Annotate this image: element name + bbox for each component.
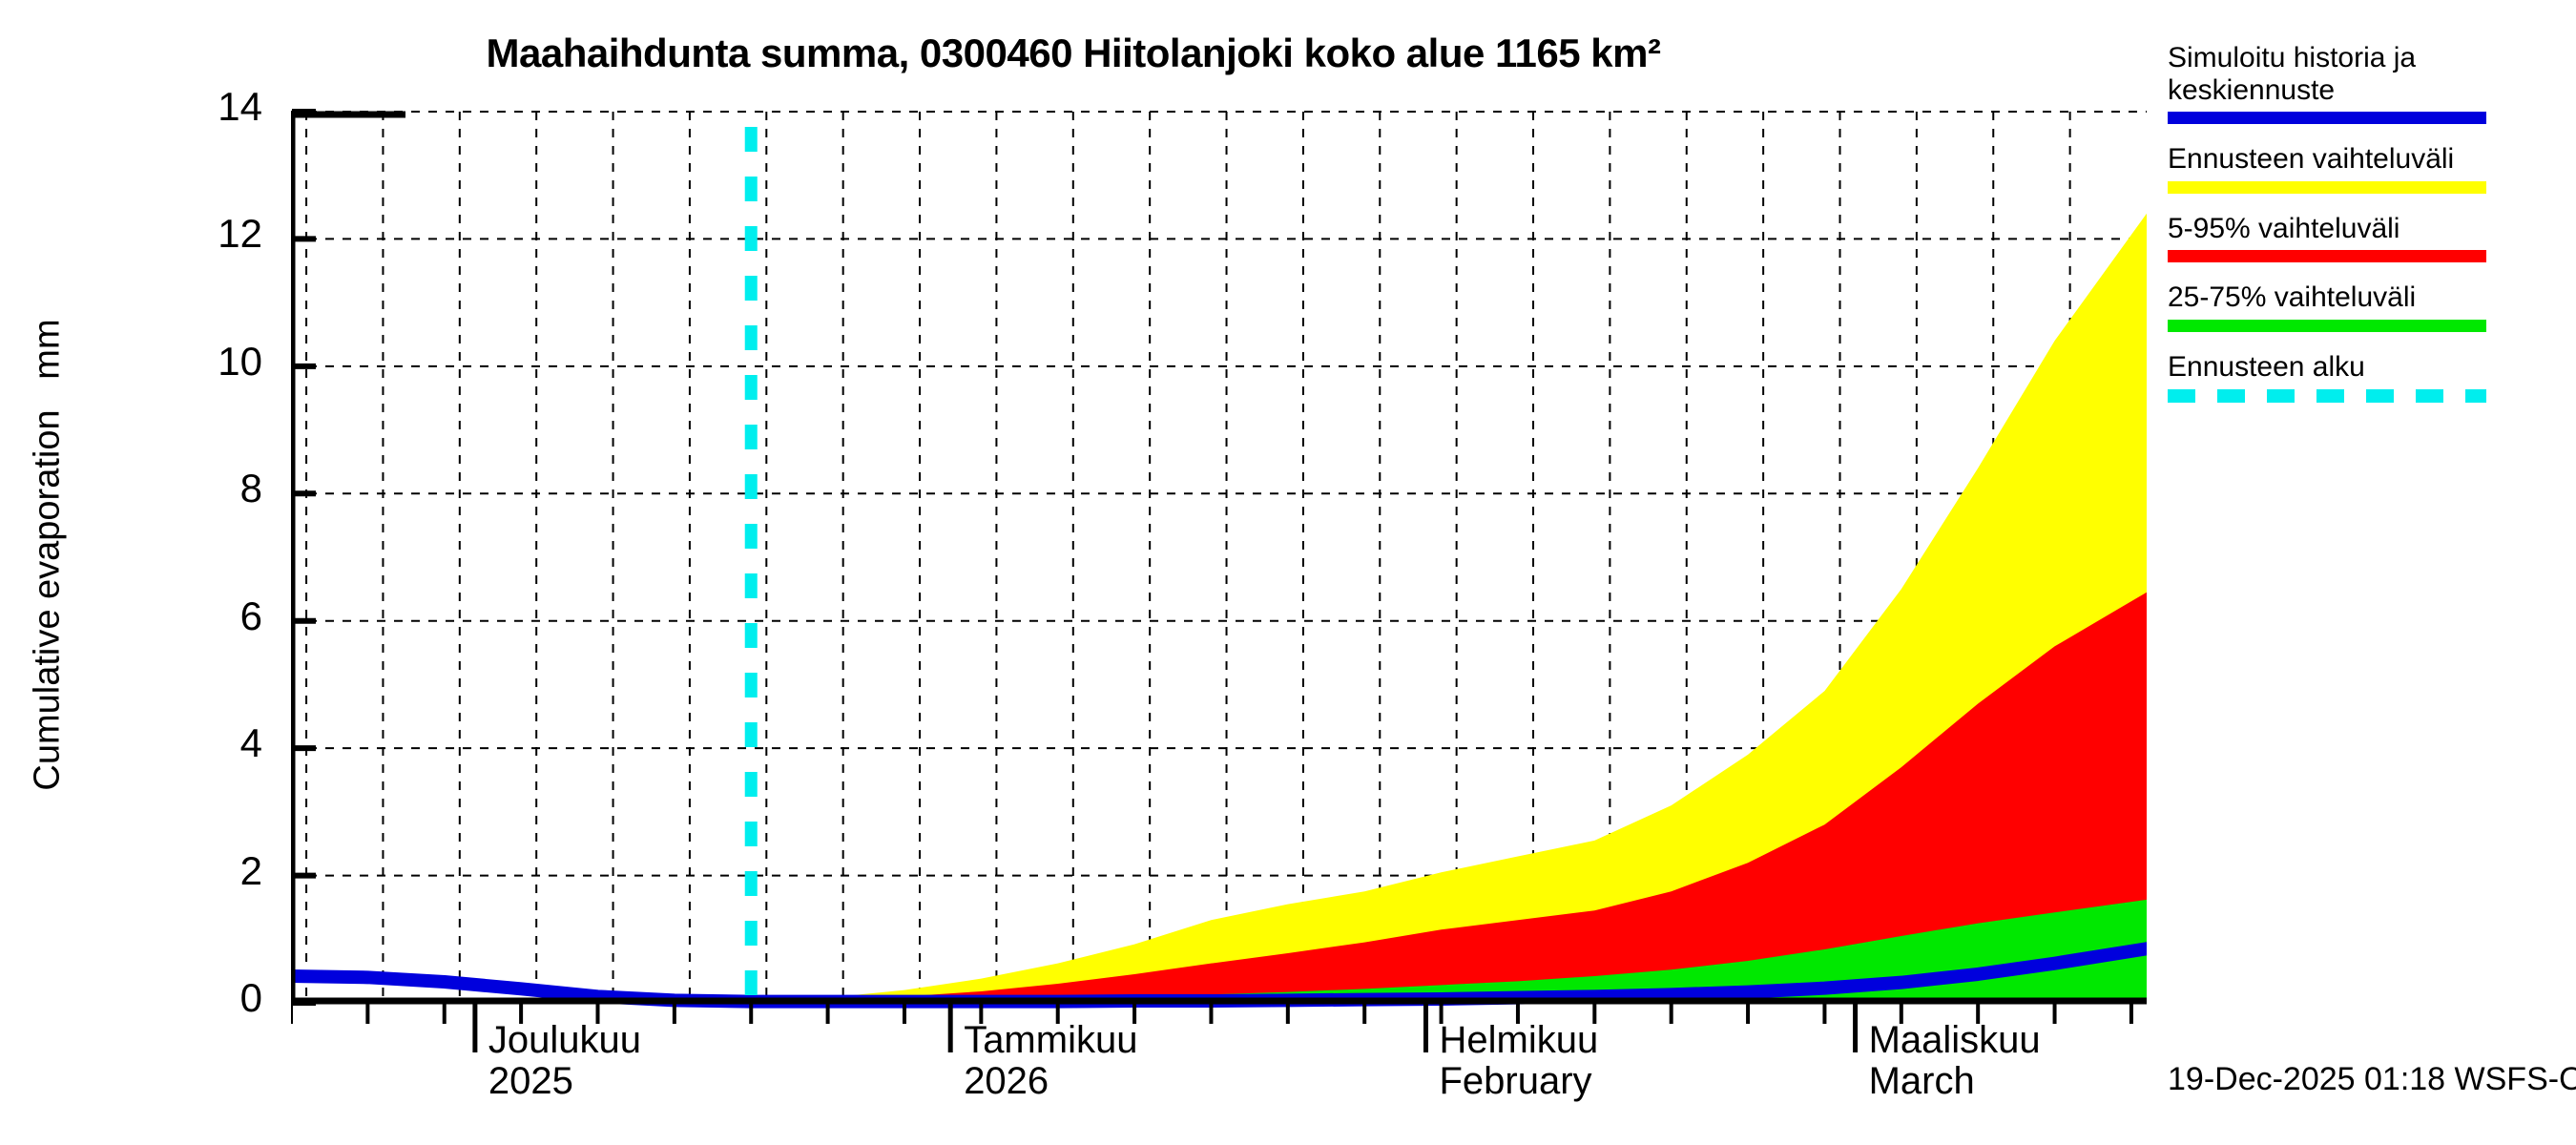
x-axis-month-label: Maaliskuu March: [1868, 1019, 2041, 1103]
legend-label: Ennusteen alku: [2168, 350, 2365, 383]
legend-label-line: Simuloitu historia ja: [2168, 42, 2417, 73]
y-axis-tick: 10: [218, 338, 262, 384]
page-title: Maahaihdunta summa, 0300460 Hiitolanjoki…: [486, 31, 1662, 75]
legend-swatch: [2168, 180, 2486, 194]
band-25-75: [291, 899, 2147, 1003]
legend-label-line: keskiennuste: [2168, 73, 2336, 106]
timestamp: 19-Dec-2025 01:18 WSFS-O: [2168, 1061, 2576, 1097]
band-5-95: [291, 592, 2147, 1003]
x-axis-month-label: Helmikuu February: [1439, 1019, 1599, 1103]
y-axis-tick: 2: [239, 847, 262, 893]
y-axis-tick: 8: [239, 466, 262, 511]
x-axis-month-label-secondary: March: [1868, 1060, 1975, 1103]
legend-swatch: [2168, 112, 2486, 125]
y-axis-tick: 4: [239, 720, 262, 766]
band-forecast-range: [291, 213, 2147, 1003]
x-axis-month-label-secondary: 2026: [964, 1060, 1049, 1103]
x-axis-month-label: Joulukuu 2025: [488, 1019, 642, 1103]
y-axis-tick: 14: [218, 84, 262, 129]
y-axis-tick: 12: [218, 211, 262, 257]
y-axis-tick: 6: [239, 593, 262, 638]
legend-swatch: [2168, 388, 2486, 403]
x-axis-month-label-fi: Tammikuu: [964, 1019, 1138, 1061]
x-axis-month-label-secondary: 2025: [488, 1060, 573, 1103]
x-axis-month-label-fi: Helmikuu: [1439, 1019, 1599, 1061]
x-axis-month-label-fi: Maaliskuu: [1868, 1019, 2041, 1061]
forecast-area-chart: [291, 109, 2147, 1052]
legend-label: 5-95% vaihteluväli: [2168, 212, 2400, 244]
x-axis-month-label-secondary: February: [1439, 1060, 1592, 1103]
x-axis-month-label-fi: Joulukuu: [488, 1019, 642, 1061]
legend: Simuloitu historia ja keskiennuste Ennuste…: [2168, 42, 2568, 422]
x-axis-month-label: Tammikuu 2026: [964, 1019, 1138, 1103]
legend-label: Ennusteen vaihteluväli: [2168, 143, 2455, 176]
y-axis-label: Cumulative evaporation mm: [27, 319, 68, 791]
legend-swatch: [2168, 250, 2486, 263]
legend-label: Simuloitu historia ja keskiennuste: [2168, 42, 2568, 106]
y-axis-tick: 0: [239, 975, 262, 1020]
legend-label: 25-75% vaihteluväli: [2168, 281, 2417, 314]
plot-area: [291, 108, 2147, 1052]
legend-swatch: [2168, 319, 2486, 332]
